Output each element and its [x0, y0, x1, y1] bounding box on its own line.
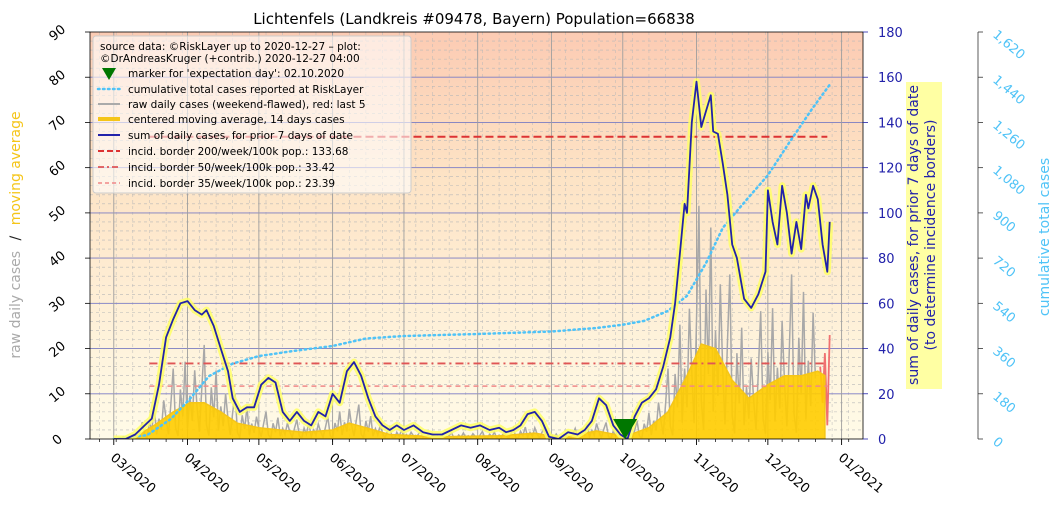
legend-item: incid. border 200/week/100k pop.: 133.68: [128, 146, 348, 158]
x-axis-tick-label: 03/2020: [107, 451, 158, 497]
legend-item: raw daily cases (weekend-flawed), red: l…: [128, 99, 366, 111]
legend-source: source data: ©RiskLayer up to 2020-12-27…: [100, 41, 361, 53]
x-axis-tick-label: 10/2020: [616, 451, 667, 497]
x-axis-tick-label: 04/2020: [181, 451, 232, 497]
right-axis-tick-label: 20: [878, 388, 895, 403]
left-axis-tick-label: 0: [50, 432, 66, 449]
far-right-axis-tick-label: 180: [989, 389, 1018, 416]
x-axis-tick-label: 01/2021: [835, 451, 886, 497]
far-right-axis-tick-label: 0: [989, 435, 1005, 452]
left-axis-tick-label: 40: [47, 248, 69, 270]
chart-title: Lichtenfels (Landkreis #09478, Bayern) P…: [253, 10, 695, 28]
legend-item: marker for 'expectation day': 02.10.2020: [128, 68, 344, 80]
x-axis-tick-label: 12/2020: [761, 451, 812, 497]
x-axis-tick-label: 05/2020: [252, 451, 303, 497]
left-axis-tick-label: 50: [47, 203, 69, 225]
x-axis-tick-label: 06/2020: [326, 451, 377, 497]
far-right-axis-label: cumulative total cases: [1037, 158, 1053, 316]
legend-credit: ©DrAndreasKruger (+contrib.) 2020-12-27 …: [100, 53, 360, 65]
sum7-line: [113, 80, 831, 439]
right-axis-label-box: [906, 82, 942, 389]
moving-average-area: [113, 343, 826, 439]
left-axis-label-separator: /: [8, 235, 24, 240]
far-right-axis-tick-label: 1,260: [989, 118, 1027, 153]
far-right-axis-tick-label: 1,080: [989, 163, 1027, 198]
legend-item: sum of daily cases, for prior 7 days of …: [128, 130, 353, 142]
far-right-axis-tick-label: 900: [989, 208, 1018, 235]
left-axis-label: raw daily cases / moving average: [8, 111, 24, 358]
right-axis-tick-label: 0: [878, 433, 886, 448]
right-axis-tick-label: 180: [878, 26, 903, 41]
expectation-day-marker: [613, 419, 638, 439]
legend-item: incid. border 50/week/100k pop.: 33.42: [128, 162, 335, 174]
right-axis-tick-label: 160: [878, 71, 903, 86]
x-axis-tick-label: 07/2020: [397, 451, 448, 497]
far-right-axis-tick-label: 720: [989, 254, 1018, 281]
x-axis-tick-label: 11/2020: [690, 451, 741, 497]
left-axis-tick-label: 20: [47, 339, 69, 361]
cumulative-total-line: [112, 83, 831, 439]
legend-marker-expectation-day: [102, 68, 116, 80]
left-axis-label-average: moving average: [8, 111, 24, 225]
x-axis-tick-label: 09/2020: [545, 451, 596, 497]
legend: source data: ©RiskLayer up to 2020-12-27…: [92, 35, 412, 194]
right-axis-tick-label: 60: [878, 297, 895, 312]
left-axis-tick-label: 70: [47, 113, 69, 135]
right-axis-label-second-line: (to determine incidence borders): [923, 120, 939, 351]
series-layer: [112, 78, 834, 439]
left-axis-tick-label: 30: [47, 294, 69, 316]
far-right-axis-tick-label: 1,440: [989, 73, 1027, 108]
right-axis-label: sum of daily cases, for prior 7 days of …: [906, 85, 922, 385]
right-axis-tick-label: 80: [878, 252, 895, 267]
right-axis-tick-label: 100: [878, 207, 903, 222]
legend-item: incid. border 35/week/100k pop.: 23.39: [128, 178, 335, 190]
left-axis-tick-label: 60: [47, 158, 69, 180]
legend-box: [92, 35, 412, 194]
far-right-axis-tick-label: 1,620: [989, 28, 1027, 63]
far-right-axis-tick-label: 540: [989, 299, 1018, 326]
far-right-axis-tick-label: 360: [989, 344, 1018, 371]
legend-item: cumulative total cases reported at RiskL…: [128, 84, 364, 96]
left-axis-label-raw: raw daily cases: [8, 251, 24, 359]
right-axis-tick-label: 140: [878, 116, 903, 131]
x-axis-tick-label: 08/2020: [471, 451, 522, 497]
legend-item: centered moving average, 14 days cases: [128, 114, 345, 126]
plot-frame: [89, 31, 864, 440]
right-axis-tick-label: 40: [878, 343, 895, 358]
left-axis-tick-label: 10: [47, 384, 69, 406]
left-axis-tick-label: 90: [47, 22, 69, 44]
left-axis-tick-label: 80: [47, 67, 69, 89]
right-axis-tick-label: 120: [878, 162, 903, 177]
